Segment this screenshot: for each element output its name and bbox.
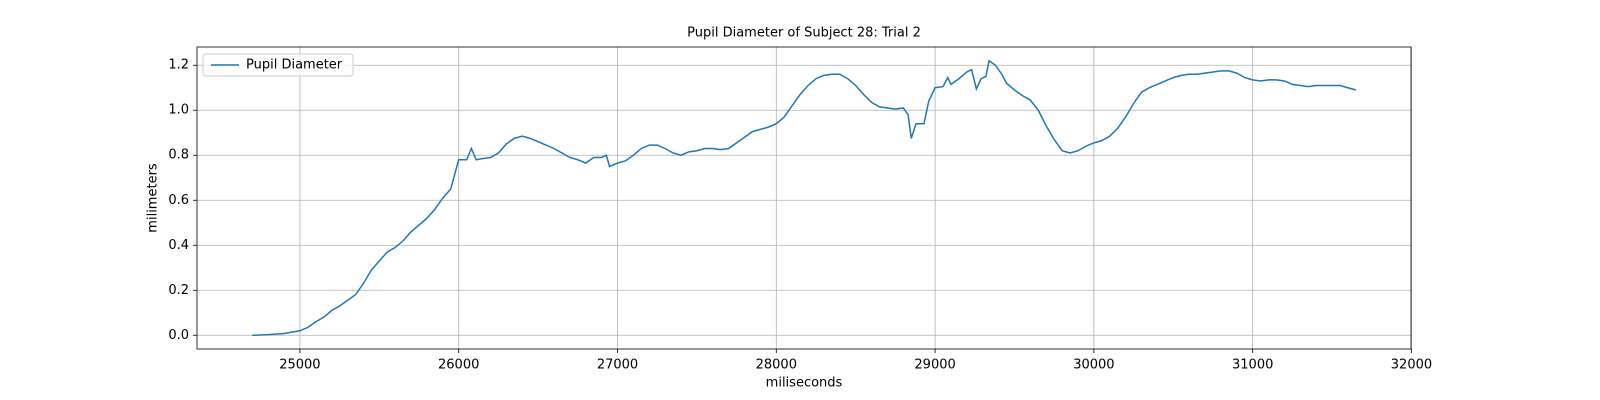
y-axis-label: milimeters bbox=[146, 163, 161, 233]
x-tick-label: 32000 bbox=[1391, 358, 1432, 373]
y-tick-label: 0.0 bbox=[168, 328, 189, 343]
y-tick-label: 0.8 bbox=[168, 148, 189, 163]
x-tick-label: 25000 bbox=[279, 358, 320, 373]
y-tick-label: 0.2 bbox=[168, 283, 189, 298]
x-tick-label: 28000 bbox=[756, 358, 797, 373]
x-tick-label: 26000 bbox=[438, 358, 479, 373]
data-line bbox=[252, 59, 1357, 337]
legend-box bbox=[202, 53, 354, 77]
x-axis-label: miliseconds bbox=[766, 376, 843, 391]
y-tick-label: 0.6 bbox=[168, 193, 189, 208]
x-tick-label: 27000 bbox=[597, 358, 638, 373]
y-tick-label: 0.4 bbox=[168, 238, 189, 253]
y-tick-label: 1.2 bbox=[168, 58, 189, 73]
x-tick-label: 31000 bbox=[1232, 358, 1273, 373]
legend-label: Pupil Diameter bbox=[246, 58, 343, 73]
y-tick-label: 1.0 bbox=[168, 103, 189, 118]
x-tick-label: 29000 bbox=[914, 358, 955, 373]
chart-title: Pupil Diameter of Subject 28: Trial 2 bbox=[687, 26, 921, 41]
plot-frame bbox=[196, 46, 1412, 350]
x-tick-label: 30000 bbox=[1073, 358, 1114, 373]
